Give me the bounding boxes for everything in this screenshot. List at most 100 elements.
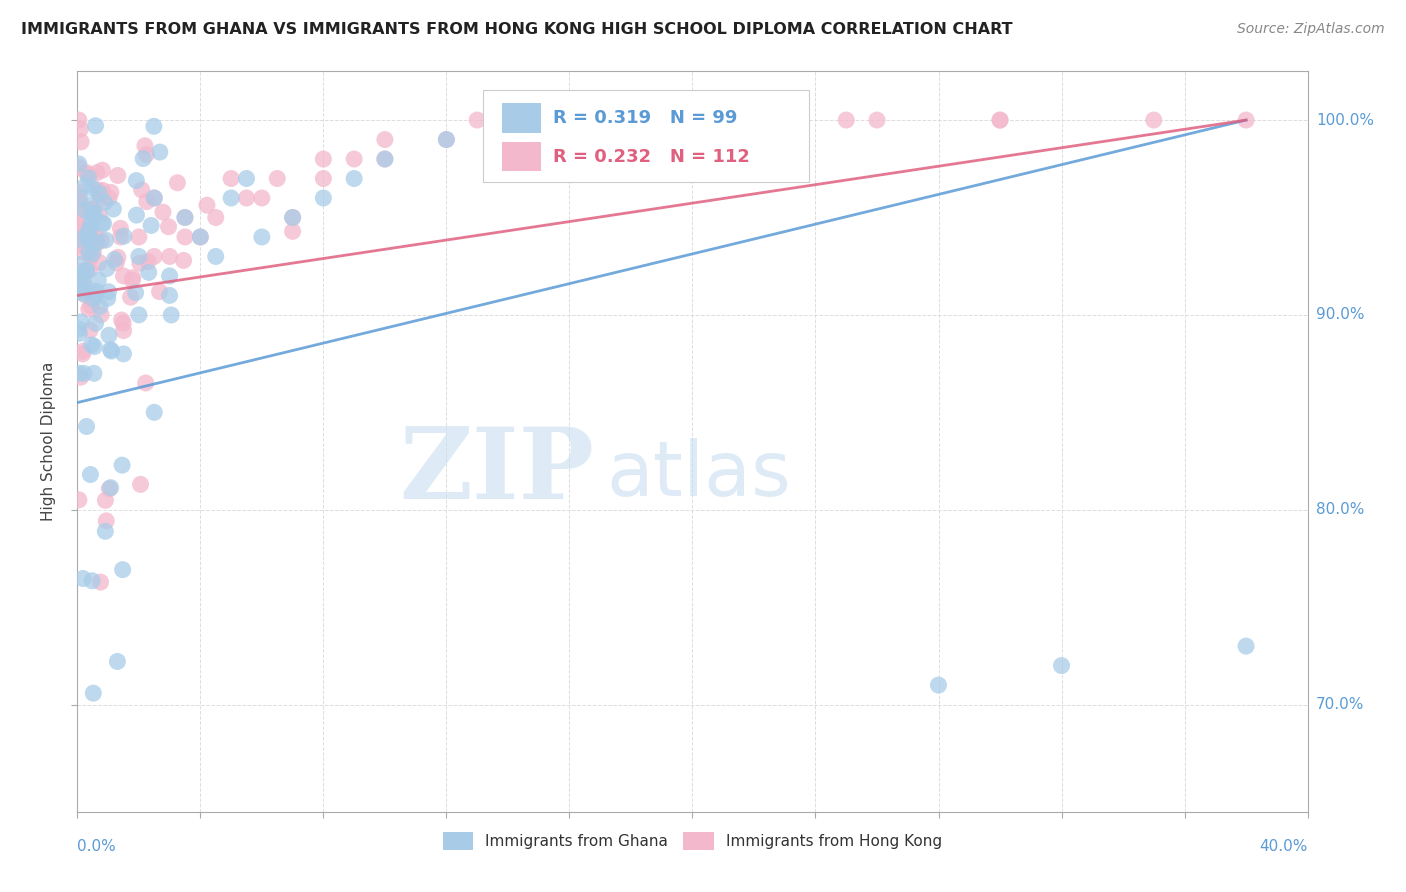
- Point: [112, 229, 135, 244]
- Point: [235, 191, 257, 205]
- Point: [134, 138, 156, 153]
- Point: [742, 113, 765, 128]
- Point: [82, 291, 104, 305]
- Point: [374, 152, 396, 166]
- Point: [70, 135, 93, 149]
- Point: [112, 324, 135, 338]
- Point: [96, 261, 118, 276]
- Point: [82, 202, 104, 216]
- Point: [67, 217, 90, 231]
- Point: [204, 250, 226, 264]
- Point: [436, 132, 458, 146]
- Point: [77, 230, 100, 244]
- Point: [149, 145, 172, 159]
- Point: [105, 256, 128, 270]
- Point: [84, 288, 107, 302]
- Point: [157, 219, 180, 234]
- Point: [89, 191, 111, 205]
- Point: [111, 563, 134, 577]
- Point: [152, 205, 174, 219]
- Point: [527, 132, 550, 146]
- Point: [77, 225, 100, 239]
- Point: [89, 300, 111, 314]
- Point: [160, 308, 183, 322]
- Point: [988, 113, 1011, 128]
- Point: [67, 185, 90, 199]
- Point: [76, 419, 98, 434]
- Text: 40.0%: 40.0%: [1260, 839, 1308, 855]
- Point: [159, 250, 181, 264]
- Point: [129, 477, 152, 491]
- Point: [91, 163, 114, 178]
- Point: [79, 467, 101, 482]
- Point: [90, 308, 112, 322]
- Point: [121, 273, 143, 287]
- Point: [174, 211, 197, 225]
- Point: [69, 222, 91, 236]
- Point: [143, 191, 166, 205]
- Point: [86, 235, 108, 250]
- Point: [79, 247, 101, 261]
- Point: [159, 268, 181, 283]
- Point: [75, 165, 97, 179]
- Point: [98, 191, 121, 205]
- Point: [94, 493, 117, 508]
- Point: [84, 316, 107, 330]
- Point: [75, 263, 97, 277]
- Point: [72, 275, 94, 289]
- Point: [82, 182, 104, 196]
- Point: [70, 284, 93, 298]
- Point: [67, 326, 90, 341]
- Point: [91, 216, 114, 230]
- Point: [69, 122, 91, 136]
- Point: [1234, 113, 1257, 128]
- Point: [72, 276, 94, 290]
- Point: [103, 202, 125, 216]
- Point: [107, 169, 129, 183]
- Point: [67, 228, 90, 243]
- Point: [266, 171, 288, 186]
- Point: [620, 113, 643, 128]
- Point: [100, 186, 122, 200]
- Point: [105, 655, 128, 669]
- Point: [67, 113, 90, 128]
- Point: [79, 235, 101, 249]
- Point: [110, 313, 132, 327]
- Point: [94, 524, 117, 539]
- Point: [110, 230, 132, 244]
- Point: [83, 340, 105, 354]
- Point: [80, 338, 103, 352]
- Point: [82, 245, 104, 260]
- Legend: Immigrants from Ghana, Immigrants from Hong Kong: Immigrants from Ghana, Immigrants from H…: [436, 826, 949, 856]
- Point: [67, 157, 90, 171]
- Point: [77, 168, 100, 182]
- Text: R = 0.232   N = 112: R = 0.232 N = 112: [554, 147, 751, 166]
- Point: [219, 191, 242, 205]
- Point: [281, 224, 304, 238]
- Point: [67, 193, 90, 207]
- Point: [83, 207, 105, 221]
- Point: [100, 344, 122, 359]
- Point: [138, 265, 160, 279]
- Point: [72, 344, 94, 359]
- Text: IMMIGRANTS FROM GHANA VS IMMIGRANTS FROM HONG KONG HIGH SCHOOL DIPLOMA CORRELATI: IMMIGRANTS FROM GHANA VS IMMIGRANTS FROM…: [21, 22, 1012, 37]
- Point: [67, 217, 90, 231]
- Point: [159, 288, 181, 302]
- Point: [988, 113, 1011, 128]
- Point: [139, 219, 162, 233]
- Point: [374, 132, 396, 146]
- Point: [69, 190, 91, 204]
- Point: [69, 239, 91, 253]
- Point: [77, 170, 100, 185]
- Point: [79, 323, 101, 337]
- Point: [67, 257, 90, 271]
- Point: [80, 299, 103, 313]
- Point: [93, 217, 115, 231]
- FancyBboxPatch shape: [502, 103, 541, 133]
- Point: [343, 171, 366, 186]
- Point: [82, 293, 104, 308]
- Point: [110, 221, 132, 235]
- Point: [89, 255, 111, 269]
- Point: [87, 207, 110, 221]
- Point: [89, 186, 111, 201]
